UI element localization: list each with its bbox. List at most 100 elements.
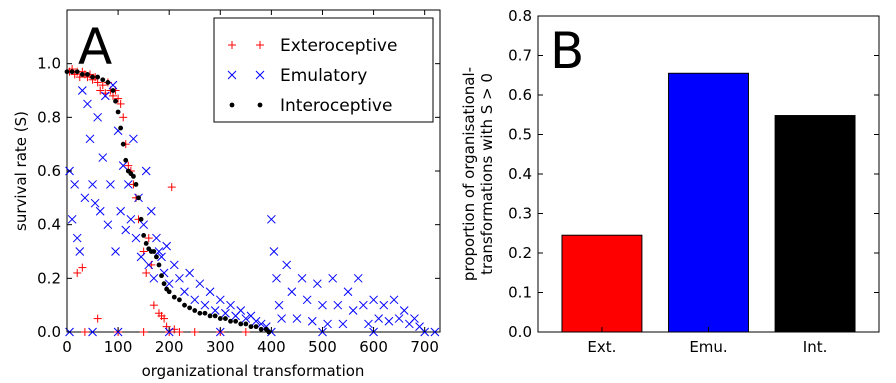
data-point [138, 216, 144, 222]
data-point [118, 161, 128, 170]
data-point [118, 125, 124, 131]
data-point [72, 233, 82, 243]
data-point [217, 316, 223, 321]
data-point [175, 273, 184, 283]
data-point [215, 295, 225, 305]
data-point [277, 314, 286, 323]
panel-b-bar-chart: 0.0 0.1 0.2 0.3 0.4 0.5 0.6 0.7 0.8 Ext. Emu. Int.… [460, 7, 880, 356]
data-point [120, 141, 126, 147]
panel-a-x-axis-label: organizational transformation [142, 362, 365, 380]
y-tick-label: 0.6 [508, 86, 532, 104]
data-point [115, 109, 121, 115]
data-point [154, 254, 159, 260]
data-point [226, 300, 235, 310]
data-point [185, 268, 194, 278]
panel-a-y-axis-label: survival rate (S) [12, 111, 30, 231]
y-tick-label: 0.5 [508, 126, 532, 144]
x-tick-label: 600 [359, 338, 388, 356]
data-point [159, 273, 164, 279]
data-point [116, 206, 126, 216]
data-point [241, 328, 250, 336]
data-point [80, 328, 89, 336]
data-point [175, 328, 184, 336]
data-point [98, 153, 108, 162]
y-tick-label: 0.3 [508, 205, 532, 223]
data-point [364, 319, 373, 329]
data-point [108, 91, 117, 100]
series-interoceptive [64, 69, 272, 335]
data-point [131, 173, 136, 179]
data-point [90, 74, 95, 80]
data-point [136, 195, 141, 201]
data-point [77, 86, 87, 95]
data-point [297, 273, 307, 283]
data-point [129, 134, 138, 144]
data-point [110, 88, 116, 93]
data-point [93, 78, 102, 87]
legend-label-emulatory: Emulatory [280, 66, 367, 86]
data-point [269, 247, 279, 256]
data-point [333, 300, 343, 310]
data-point [197, 310, 203, 316]
y-tick-label: 1.0 [37, 55, 61, 73]
data-point [236, 306, 246, 315]
y-tick-label: 0.8 [508, 7, 532, 25]
data-point [133, 182, 139, 187]
data-point [180, 287, 189, 297]
data-point [123, 157, 129, 163]
data-point [190, 328, 199, 336]
data-point [287, 287, 297, 297]
data-point [177, 297, 182, 303]
data-point [144, 260, 154, 270]
data-point [119, 113, 128, 122]
data-point [88, 327, 97, 337]
data-point [95, 206, 105, 216]
data-point [83, 99, 92, 109]
data-point [195, 279, 205, 289]
data-point [228, 318, 233, 324]
data-point [70, 180, 80, 189]
data-point [95, 74, 101, 80]
data-point [353, 273, 363, 283]
x-tick-label: Emu. [689, 338, 727, 356]
legend-marker-emulatory [255, 70, 265, 80]
panel-a-x-ticks: 0 100 200 300 400 500 600 700 [62, 10, 439, 356]
data-point [67, 214, 77, 224]
panel-b-y-axis-label-line1: proportion of organisational- [460, 67, 478, 281]
data-point [243, 321, 249, 327]
series-emulatory [65, 80, 440, 337]
legend-box [213, 17, 434, 123]
data-point [384, 316, 394, 326]
data-point [100, 77, 106, 83]
data-point [161, 281, 167, 287]
series-exteroceptive [65, 65, 250, 336]
data-point [221, 308, 230, 318]
data-point [338, 319, 348, 329]
data-point [96, 86, 105, 95]
data-point [348, 306, 358, 315]
data-point [256, 319, 266, 329]
data-point [323, 319, 332, 329]
x-tick-label: Int. [803, 338, 828, 356]
data-point [124, 161, 133, 170]
data-point [272, 273, 281, 283]
y-tick-label: 0.4 [508, 165, 532, 183]
data-point [389, 295, 399, 305]
data-point [292, 314, 302, 323]
data-point [154, 247, 164, 256]
panel-b-label: B [550, 22, 584, 80]
data-point [116, 99, 125, 108]
bar-int [774, 115, 856, 333]
data-point [410, 314, 419, 323]
legend-marker-interoceptive [257, 102, 263, 108]
data-point [123, 180, 133, 189]
data-point [343, 287, 353, 297]
data-point [248, 324, 254, 330]
data-point [105, 80, 111, 85]
x-tick-label: 700 [410, 338, 439, 356]
data-point [114, 94, 123, 103]
panel-b-bars [561, 72, 856, 333]
panel-b-y-ticks: 0.0 0.1 0.2 0.3 0.4 0.5 0.6 0.7 0.8 [508, 7, 879, 341]
data-point [75, 247, 85, 256]
